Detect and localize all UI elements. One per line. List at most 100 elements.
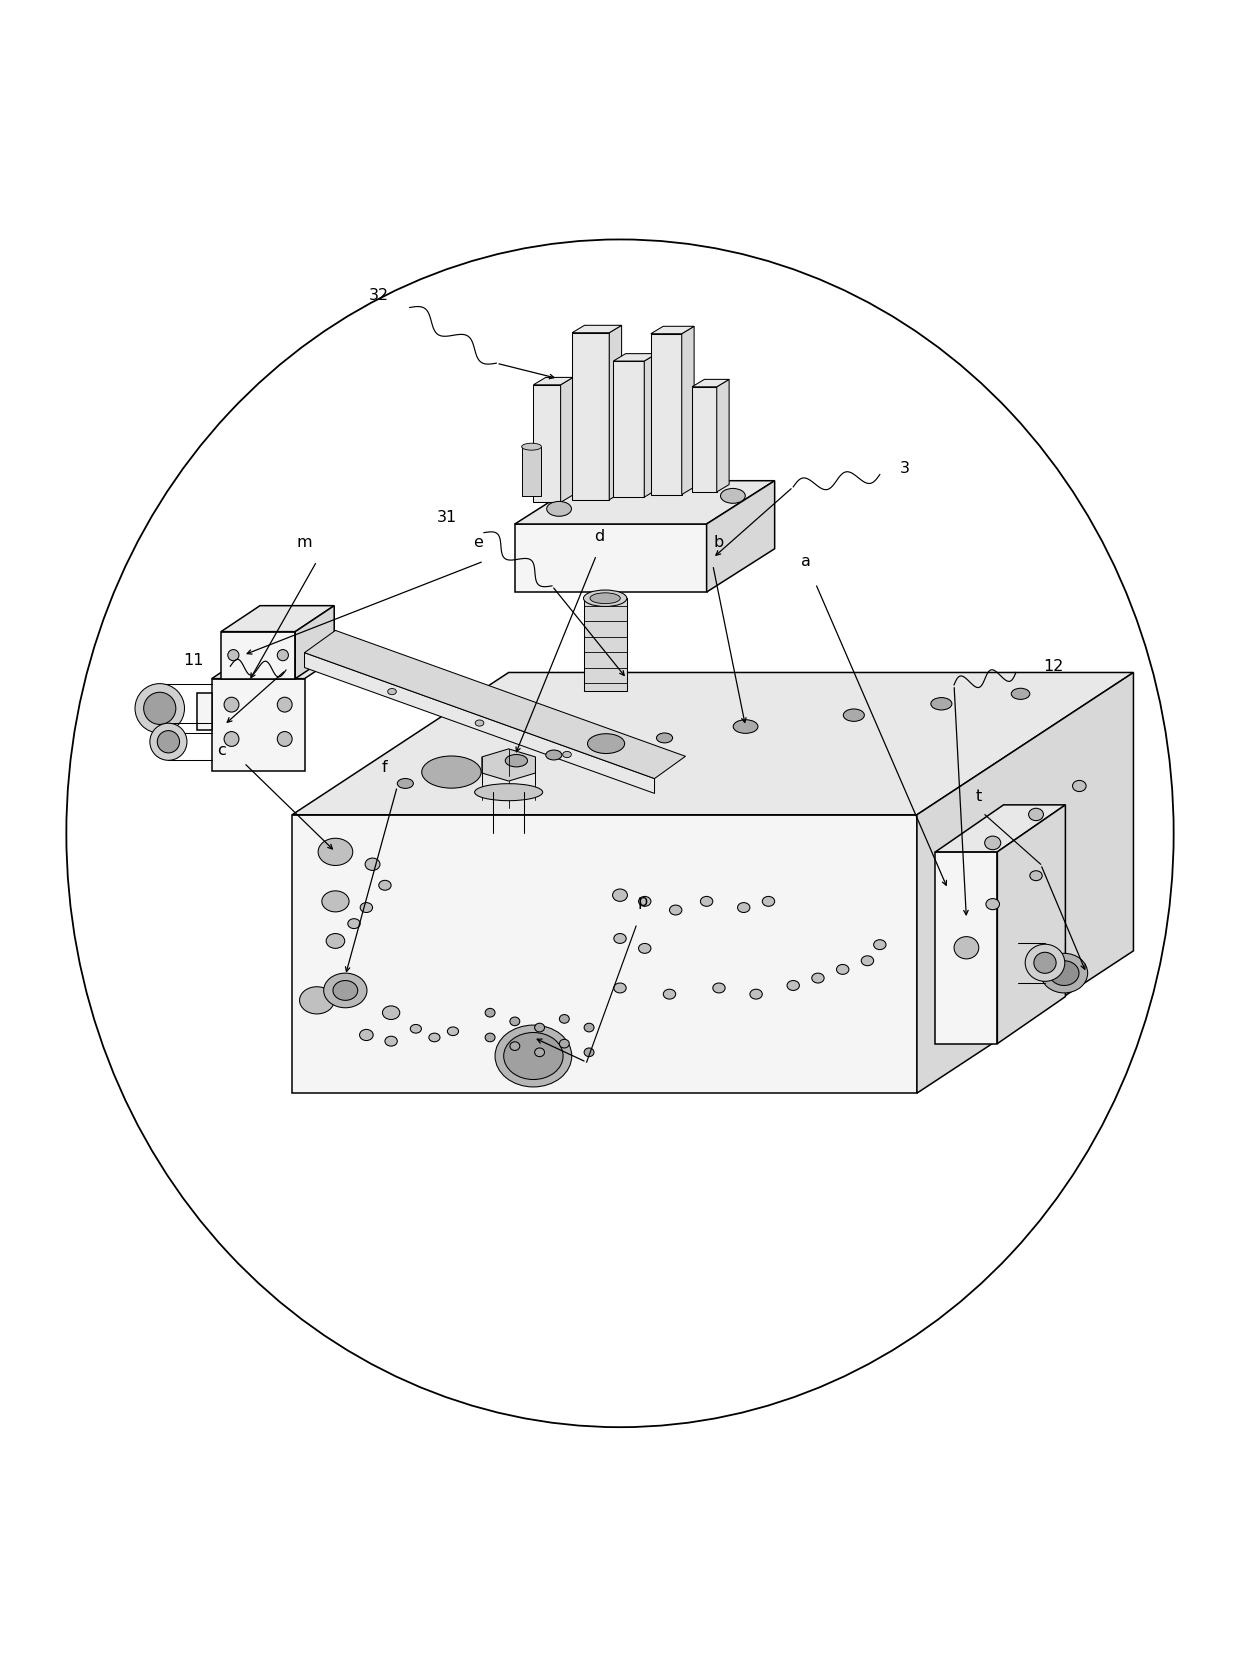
- Ellipse shape: [559, 1014, 569, 1023]
- Ellipse shape: [931, 697, 952, 710]
- Polygon shape: [584, 598, 626, 692]
- Ellipse shape: [144, 692, 176, 724]
- Ellipse shape: [322, 892, 348, 912]
- Ellipse shape: [874, 940, 887, 950]
- Text: 31: 31: [436, 510, 456, 526]
- Ellipse shape: [503, 1033, 563, 1080]
- Polygon shape: [533, 384, 560, 502]
- Ellipse shape: [843, 709, 864, 722]
- Ellipse shape: [495, 1026, 572, 1086]
- Ellipse shape: [1073, 781, 1086, 791]
- Ellipse shape: [334, 981, 357, 1001]
- Ellipse shape: [563, 752, 572, 757]
- Polygon shape: [522, 447, 542, 497]
- Polygon shape: [515, 524, 707, 593]
- Polygon shape: [515, 480, 775, 524]
- Ellipse shape: [278, 697, 293, 712]
- Ellipse shape: [378, 880, 391, 890]
- Ellipse shape: [584, 589, 626, 606]
- Polygon shape: [293, 673, 1133, 814]
- Polygon shape: [692, 386, 717, 492]
- Ellipse shape: [388, 688, 397, 695]
- Polygon shape: [682, 326, 694, 495]
- Ellipse shape: [347, 918, 360, 928]
- Ellipse shape: [422, 756, 481, 787]
- Ellipse shape: [713, 982, 725, 992]
- Ellipse shape: [326, 934, 345, 949]
- Polygon shape: [572, 332, 609, 500]
- Polygon shape: [482, 749, 536, 781]
- Ellipse shape: [837, 964, 849, 974]
- Ellipse shape: [750, 989, 763, 999]
- Polygon shape: [707, 480, 775, 593]
- Text: e: e: [472, 536, 482, 551]
- Polygon shape: [614, 361, 645, 497]
- Ellipse shape: [510, 1041, 520, 1051]
- Ellipse shape: [157, 730, 180, 752]
- Ellipse shape: [584, 1048, 594, 1056]
- Polygon shape: [197, 692, 212, 730]
- Ellipse shape: [365, 858, 379, 870]
- Ellipse shape: [228, 650, 239, 662]
- Ellipse shape: [546, 751, 562, 761]
- Ellipse shape: [510, 1017, 520, 1026]
- Ellipse shape: [547, 502, 572, 515]
- Ellipse shape: [590, 593, 620, 604]
- Ellipse shape: [985, 836, 1001, 850]
- Ellipse shape: [475, 720, 484, 725]
- Ellipse shape: [382, 1006, 399, 1019]
- Ellipse shape: [1040, 954, 1087, 992]
- Polygon shape: [305, 653, 655, 794]
- Text: f: f: [382, 761, 388, 776]
- Text: t: t: [976, 789, 982, 804]
- Polygon shape: [997, 804, 1065, 1044]
- Polygon shape: [609, 326, 621, 500]
- Ellipse shape: [278, 650, 289, 662]
- Ellipse shape: [522, 443, 542, 450]
- Ellipse shape: [485, 1009, 495, 1017]
- Polygon shape: [293, 814, 916, 1093]
- Ellipse shape: [559, 1039, 569, 1048]
- Text: b: b: [714, 536, 724, 551]
- Polygon shape: [916, 673, 1133, 1093]
- Ellipse shape: [1030, 871, 1042, 881]
- Ellipse shape: [663, 989, 676, 999]
- Ellipse shape: [360, 903, 372, 912]
- Polygon shape: [651, 326, 694, 334]
- Ellipse shape: [787, 981, 800, 991]
- Ellipse shape: [324, 974, 367, 1007]
- Text: d: d: [594, 529, 604, 544]
- Ellipse shape: [986, 898, 999, 910]
- Ellipse shape: [670, 905, 682, 915]
- Ellipse shape: [954, 937, 978, 959]
- Text: m: m: [296, 536, 312, 551]
- Ellipse shape: [224, 697, 239, 712]
- Polygon shape: [645, 354, 657, 497]
- Ellipse shape: [1029, 808, 1043, 821]
- Ellipse shape: [613, 888, 627, 902]
- Text: 3: 3: [899, 460, 910, 475]
- Ellipse shape: [639, 897, 651, 907]
- Ellipse shape: [614, 982, 626, 992]
- Polygon shape: [533, 378, 573, 384]
- Ellipse shape: [733, 720, 758, 734]
- Ellipse shape: [475, 784, 543, 801]
- Ellipse shape: [812, 974, 825, 982]
- Polygon shape: [221, 631, 295, 678]
- Polygon shape: [560, 378, 573, 502]
- Ellipse shape: [429, 1033, 440, 1041]
- Polygon shape: [212, 641, 360, 678]
- Polygon shape: [614, 354, 657, 361]
- Ellipse shape: [384, 1036, 397, 1046]
- Ellipse shape: [1034, 952, 1056, 974]
- Ellipse shape: [534, 1048, 544, 1056]
- Polygon shape: [221, 606, 335, 631]
- Text: 11: 11: [184, 653, 203, 668]
- Polygon shape: [572, 326, 621, 332]
- Ellipse shape: [448, 1028, 459, 1036]
- Polygon shape: [651, 334, 682, 495]
- Text: c: c: [217, 742, 226, 757]
- Ellipse shape: [614, 934, 626, 944]
- Text: p: p: [637, 893, 647, 908]
- Ellipse shape: [319, 838, 352, 865]
